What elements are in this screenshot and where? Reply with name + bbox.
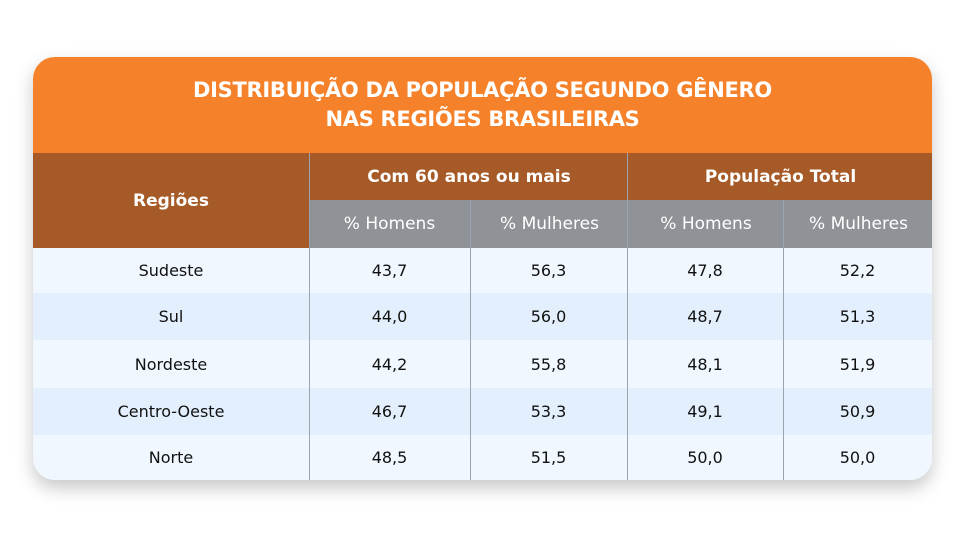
value-cell: 55,8 xyxy=(530,354,567,374)
region-cell: Centro-Oeste xyxy=(117,402,225,421)
column-divider xyxy=(309,153,310,480)
value-cell: 48,5 xyxy=(371,448,408,467)
value-cell: 56,3 xyxy=(530,261,567,280)
value-cell: 50,0 xyxy=(839,448,876,467)
value-cell: 56,0 xyxy=(530,307,567,326)
value-cell: 44,2 xyxy=(371,354,408,374)
region-cell: Sudeste xyxy=(138,261,204,280)
subheader-60-homens: % Homens xyxy=(309,200,470,248)
value-cell: 51,9 xyxy=(839,354,876,374)
value-cell: 52,2 xyxy=(839,261,876,280)
subheader-total-homens: % Homens xyxy=(627,200,784,248)
value-cell: 51,3 xyxy=(839,307,876,326)
value-cell: 50,0 xyxy=(687,448,723,467)
title-line-2: NAS REGIÕES BRASILEIRAS xyxy=(325,107,640,131)
subheader-total-mulheres: % Mulheres xyxy=(783,200,932,248)
value-cell: 50,9 xyxy=(839,402,876,421)
title-line-1: DISTRIBUIÇÃO DA POPULAÇÃO SEGUNDO GÊNERO xyxy=(193,78,772,102)
value-cell: 46,7 xyxy=(371,402,408,421)
table-row: Sudeste 43,7 56,3 47,8 52,2 xyxy=(33,248,932,293)
header-regioes: Regiões xyxy=(33,153,309,248)
column-divider xyxy=(627,153,628,480)
table-row: Norte 48,5 51,5 50,0 50,0 xyxy=(33,435,932,480)
value-cell: 44,0 xyxy=(371,307,408,326)
value-cell: 53,3 xyxy=(530,402,567,421)
value-cell: 47,8 xyxy=(687,261,723,280)
value-cell: 43,7 xyxy=(371,261,408,280)
column-divider xyxy=(783,200,784,480)
table-row: Sul 44,0 56,0 48,7 51,3 xyxy=(33,293,932,340)
population-table-card: DISTRIBUIÇÃO DA POPULAÇÃO SEGUNDO GÊNERO… xyxy=(33,57,932,480)
region-cell: Nordeste xyxy=(134,354,208,374)
table-title: DISTRIBUIÇÃO DA POPULAÇÃO SEGUNDO GÊNERO… xyxy=(33,57,932,153)
subheader-60-mulheres: % Mulheres xyxy=(470,200,628,248)
header-group-60-plus: Com 60 anos ou mais xyxy=(309,153,628,200)
region-cell: Norte xyxy=(148,448,194,467)
table-row: Centro-Oeste 46,7 53,3 49,1 50,9 xyxy=(33,388,932,435)
value-cell: 49,1 xyxy=(687,402,723,421)
value-cell: 48,1 xyxy=(687,354,723,374)
header-group-total: População Total xyxy=(627,153,932,200)
value-cell: 48,7 xyxy=(687,307,723,326)
column-divider xyxy=(470,200,471,480)
value-cell: 51,5 xyxy=(530,448,567,467)
table-row: Nordeste 44,2 55,8 48,1 51,9 xyxy=(33,340,932,388)
region-cell: Sul xyxy=(158,307,184,326)
